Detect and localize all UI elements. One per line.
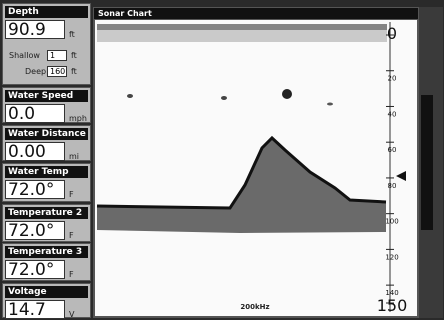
surface-clutter [97,30,387,42]
panel-title: Depth [5,6,88,18]
panel-value: 72.0° [5,260,65,279]
panel-value: 14.7 [5,300,65,319]
data-panel: Water Distance 0.00 mi [2,125,91,161]
panel-value: 90.9 [5,20,65,39]
deep-value: 160 [47,66,67,77]
depth-tick-label: 120 [385,253,398,261]
sonar-title: Sonar Chart [98,9,152,18]
fish-echo [327,103,333,106]
data-panel: Temperature 2 72.0° F [2,204,91,242]
depth-tick-label: 150 [377,296,408,315]
panel-value: 72.0° [5,221,65,240]
panel-value: 0.0 [5,104,65,123]
depth-tick-label: 20 [388,75,397,83]
panel-value: 0.00 [5,142,65,161]
data-panel: Voltage 14.7 V [2,283,91,318]
fish-echo [127,94,133,98]
panel-unit: V [69,310,74,319]
screen: Sonar Chart 200kHz 020406080100120140150… [0,0,444,319]
panel-title: Voltage [5,286,88,298]
panel-title: Water Distance [5,128,88,140]
panel-value: 72.0° [5,180,65,199]
data-panel: Temperature 3 72.0° F [2,243,91,281]
fish-echo [221,96,227,100]
depth-tick-label: 100 [385,218,398,226]
panel-title: Water Speed [5,90,88,102]
panel-unit: F [69,270,74,279]
depth-tick-label: 80 [388,182,397,190]
depth-tick-label: 40 [388,110,397,118]
frequency: 200kHz [240,303,269,311]
shallow-label: Shallow [9,51,40,60]
panel-unit: ft [69,30,75,39]
fish-echo [282,89,292,99]
shallow-value: 1 [47,50,67,61]
panel-unit: mph [69,114,87,123]
deep-unit: ft [71,67,77,76]
panel-unit: F [69,231,74,240]
panel-unit: mi [69,152,79,161]
panel-title: Temperature 2 [5,207,88,219]
data-panel: Water Temp 72.0° F [2,163,91,202]
deep-label: Deep [25,67,46,76]
data-panel: Water Speed 0.0 mph [2,87,91,123]
panel-title: Water Temp [5,166,88,178]
zoom-bar [421,95,433,230]
shallow-unit: ft [71,51,77,60]
panel-unit: F [69,190,74,199]
depth-tick-label: 60 [388,146,397,154]
surface-clutter [97,24,387,30]
depth-tick-label: 0 [387,24,397,43]
panel-title: Temperature 3 [5,246,88,258]
